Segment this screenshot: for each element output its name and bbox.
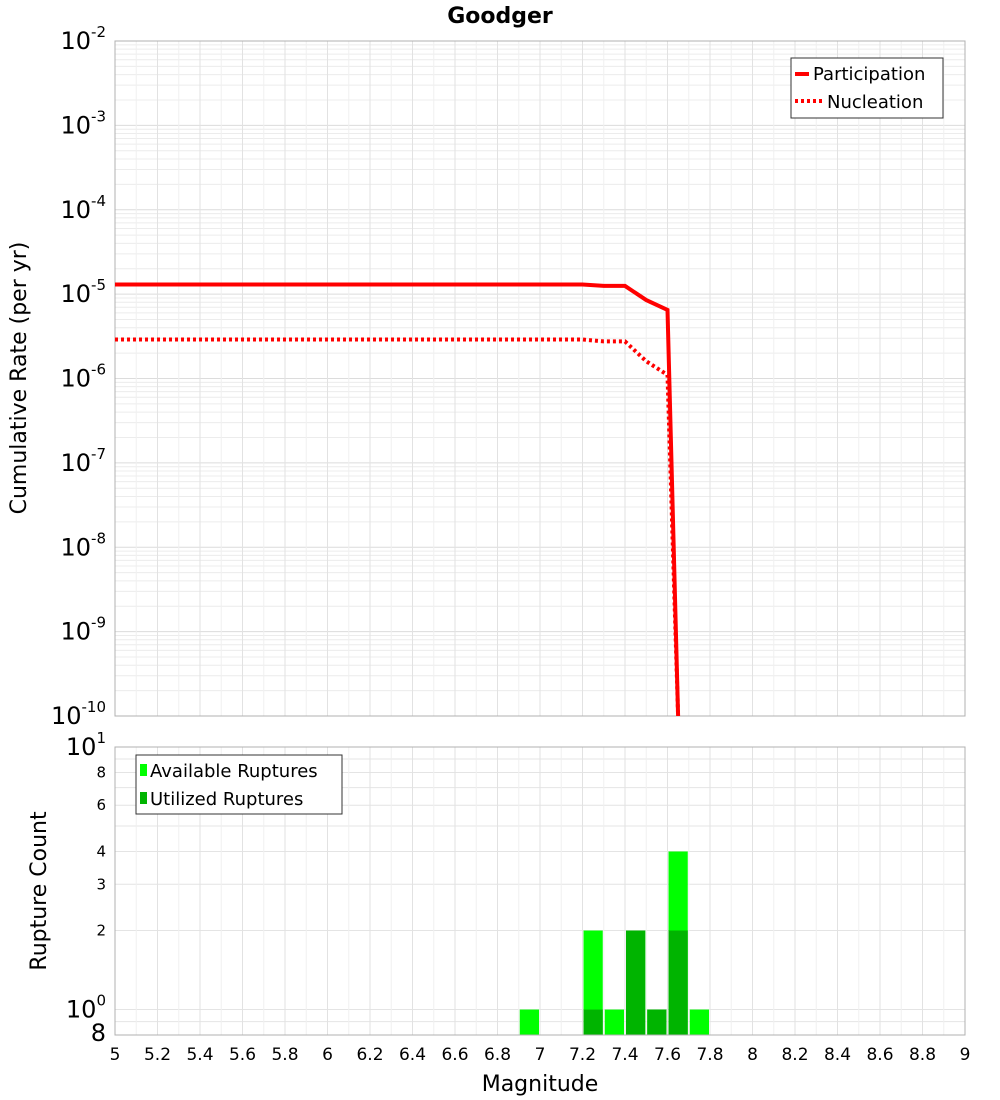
count-plot-bars [519,851,709,1035]
count-plot-x-ticks: 5 5.2 5.4 5.6 5.8 6 6.2 6.4 6.6 6.8 7 7.2 7.4 7.6 7.8 8… [110,1045,971,1065]
x-tick-label: 6.8 [484,1045,511,1065]
x-tick-label: 8.8 [909,1045,936,1065]
x-tick-label: 6.6 [441,1045,468,1065]
count-plot-frame [114,746,966,1036]
available-bar [583,930,603,1035]
nucleation-legend-label: Nucleation [827,92,923,113]
y-tick-label: 8 [96,763,106,781]
y-tick-label: 2 [96,922,106,940]
x-tick-label: 8.2 [781,1045,808,1065]
x-tick-label: 7.4 [611,1045,638,1065]
rate-plot-legend: Participation Nucleation [790,57,944,119]
x-tick-label: 7.6 [654,1045,681,1065]
rate-plot-y-label: Cumulative Rate (per yr) [7,242,32,515]
y-tick-label: 10-8 [60,529,106,561]
y-tick-label: 4 [96,842,106,860]
y-tick-label: 10-9 [60,614,106,646]
x-tick-label: 5 [110,1045,121,1065]
x-tick-label: 6.2 [356,1045,383,1065]
rate-legend-box [790,57,944,119]
rate-plot-grid [114,41,966,717]
utilized-bar [583,1009,603,1035]
rate-plot-frame [114,40,966,717]
participation-legend-label: Participation [813,64,925,85]
x-tick-label: 7.8 [696,1045,723,1065]
x-tick-label: 9 [960,1045,971,1065]
available-bar [604,1009,624,1035]
y-tick-label: 10-5 [60,276,106,308]
utilized-legend-swatch [140,792,147,804]
y-tick-label: 10-10 [51,698,106,730]
x-tick-label: 7 [535,1045,546,1065]
x-tick-label: 5.2 [144,1045,171,1065]
nucleation-line [115,337,681,717]
available-legend-swatch [140,764,147,776]
chart-title: Goodger [447,4,553,29]
rate-plot-series [115,282,681,717]
utilized-bar [647,1009,667,1035]
y-tick-label: 101 [66,729,106,761]
count-legend-box [135,754,343,815]
x-tick-label: 8 [747,1045,758,1065]
y-tick-label: 10-3 [60,107,106,139]
x-tick-label: 5.8 [271,1045,298,1065]
participation-line [115,282,681,717]
count-plot-y-label: Rupture Count [27,811,52,971]
utilized-bar [626,930,646,1035]
y-tick-label: 10-2 [60,23,106,55]
y-tick-label: 6 [96,796,106,814]
x-tick-label: 6 [322,1045,333,1065]
y-tick-label: 100 [66,992,106,1024]
x-tick-label: 5.4 [186,1045,213,1065]
x-tick-label: 8.6 [866,1045,893,1065]
x-tick-label: 5.6 [229,1045,256,1065]
y-tick-label: 10-6 [60,361,106,393]
y-tick-label: 8 [91,1019,106,1047]
available-bar [519,1009,539,1035]
count-plot-legend: Available Ruptures Utilized Ruptures [135,754,343,815]
y-tick-label: 10-4 [60,192,106,224]
rate-plot-y-ticks: 10-2 10-3 10-4 10-5 10-6 10-7 10-8 10-9 10-10 [51,23,106,730]
available-bar [689,1009,709,1035]
y-tick-label: 3 [96,875,106,893]
available-legend-label: Available Ruptures [150,761,318,782]
utilized-legend-label: Utilized Ruptures [150,789,303,810]
utilized-bar [668,930,688,1035]
x-axis-label: Magnitude [482,1072,599,1097]
x-tick-label: 8.4 [824,1045,851,1065]
x-tick-label: 7.2 [569,1045,596,1065]
y-tick-label: 10-7 [60,445,106,477]
x-tick-label: 6.4 [399,1045,426,1065]
